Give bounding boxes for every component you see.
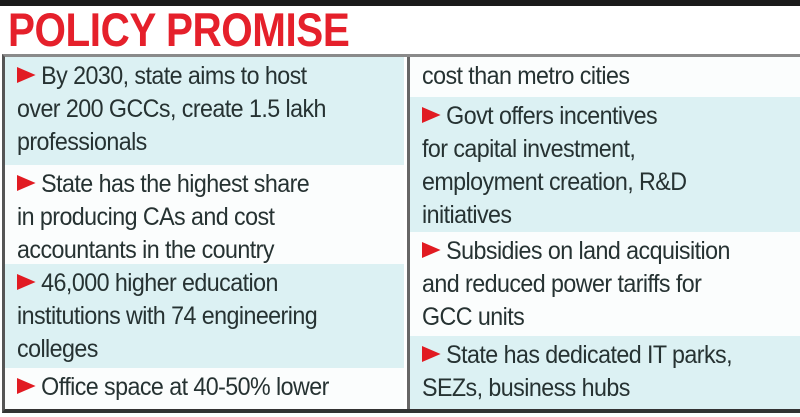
list-item: State has the highest share in producing …	[5, 165, 404, 264]
list-item-text: 46,000 higher education	[41, 269, 278, 297]
list-item-text: for capital investment,	[422, 135, 636, 163]
list-item-line: in producing CAs and cost	[17, 201, 377, 234]
arrow-bullet-icon	[422, 242, 441, 258]
list-item: Govt offers incentives for capital invest…	[410, 97, 800, 232]
list-item-text: in producing CAs and cost	[17, 203, 275, 231]
list-item-text: over 200 GCCs, create 1.5 lakh	[17, 95, 326, 123]
list-item-line: employment creation, R&D	[422, 166, 774, 199]
list-item: Office space at 40-50% lower	[5, 368, 404, 409]
list-item-text: Office space at 40-50% lower	[41, 373, 329, 401]
list-item-text: and reduced power tariffs for	[422, 270, 702, 298]
list-item-text: professionals	[17, 128, 147, 156]
arrow-bullet-icon	[17, 378, 36, 394]
arrow-bullet-icon	[17, 175, 36, 191]
list-item-line: SEZs, business hubs	[422, 372, 774, 405]
top-rule	[0, 0, 800, 6]
list-item-line: Subsidies on land acquisition	[422, 235, 774, 268]
list-item-text: accountants in the country	[17, 236, 274, 264]
arrow-bullet-icon	[17, 274, 36, 290]
list-item-line: cost than metro cities	[422, 60, 774, 93]
list-item: cost than metro cities	[410, 57, 800, 97]
list-item-text: initiatives	[422, 201, 512, 229]
list-item-text: employment creation, R&D	[422, 168, 687, 196]
list-item-line: 46,000 higher education	[17, 267, 377, 300]
list-item-text: State has the highest share	[41, 170, 310, 198]
list-item: Subsidies on land acquisition and reduced…	[410, 232, 800, 336]
list-item-text: cost than metro cities	[422, 62, 630, 90]
list-item-line: By 2030, state aims to host	[17, 60, 377, 93]
list-item-line: colleges	[17, 333, 377, 366]
list-item-line: accountants in the country	[17, 234, 377, 267]
list-item-text: SEZs, business hubs	[422, 374, 630, 402]
list-item-text: Govt offers incentives	[446, 102, 658, 130]
promise-panel: By 2030, state aims to host over 200 GCCs…	[2, 54, 800, 413]
list-item-line: State has the highest share	[17, 168, 377, 201]
list-item-line: Office space at 40-50% lower	[17, 371, 377, 404]
list-item-text: By 2030, state aims to host	[41, 62, 307, 90]
list-item-text: colleges	[17, 335, 98, 363]
list-item-text: institutions with 74 engineering	[17, 302, 318, 330]
list-item: 46,000 higher education institutions with…	[5, 264, 404, 368]
list-item-text: State has dedicated IT parks,	[446, 341, 733, 369]
list-item-line: professionals	[17, 126, 377, 159]
list-item-line: over 200 GCCs, create 1.5 lakh	[17, 93, 377, 126]
arrow-bullet-icon	[422, 107, 441, 123]
list-item: By 2030, state aims to host over 200 GCCs…	[5, 57, 404, 165]
list-item-line: GCC units	[422, 301, 774, 334]
list-item-text: Subsidies on land acquisition	[446, 237, 730, 265]
list-item-line: institutions with 74 engineering	[17, 300, 377, 333]
list-item-line: and reduced power tariffs for	[422, 268, 774, 301]
list-item: State has dedicated IT parks, SEZs, busin…	[410, 336, 800, 409]
list-item-line: Govt offers incentives	[422, 100, 774, 133]
arrow-bullet-icon	[17, 67, 36, 83]
left-column: By 2030, state aims to host over 200 GCCs…	[5, 57, 404, 409]
list-item-text: GCC units	[422, 303, 525, 331]
right-column: cost than metro cities Govt offers incent…	[407, 57, 800, 409]
list-item-line: State has dedicated IT parks,	[422, 339, 774, 372]
arrow-bullet-icon	[422, 346, 441, 362]
list-item-line: for capital investment,	[422, 133, 774, 166]
list-item-line: initiatives	[422, 199, 774, 232]
page-title: POLICY PROMISE	[8, 3, 350, 56]
